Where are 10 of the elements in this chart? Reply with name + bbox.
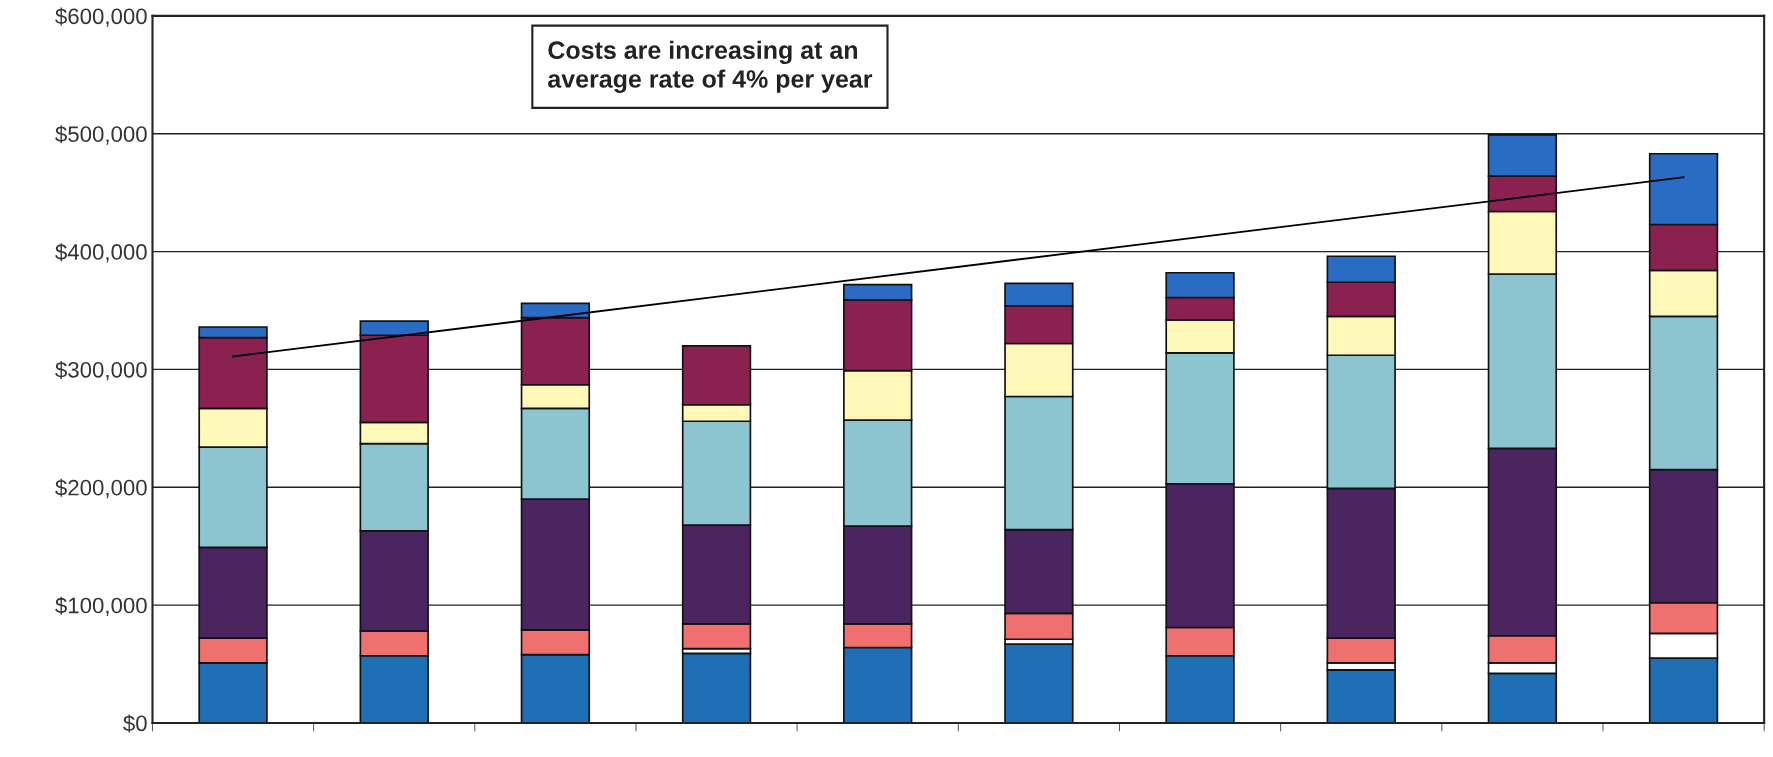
y-tick-label: $500,000 xyxy=(55,125,147,145)
bar xyxy=(681,652,752,723)
bar xyxy=(1004,643,1074,723)
y-tick-label: $400,000 xyxy=(55,243,147,263)
y-tick-label: $200,000 xyxy=(55,478,147,499)
y-tick-label: $600,000 xyxy=(55,7,147,27)
y-tick-label: $100,000 xyxy=(55,596,147,616)
y-tick-label: $0 xyxy=(123,714,147,733)
annotation: Costs are increasing at an average rate of 4% per year xyxy=(548,40,873,93)
y-tick-label: $300,000 xyxy=(55,361,147,381)
